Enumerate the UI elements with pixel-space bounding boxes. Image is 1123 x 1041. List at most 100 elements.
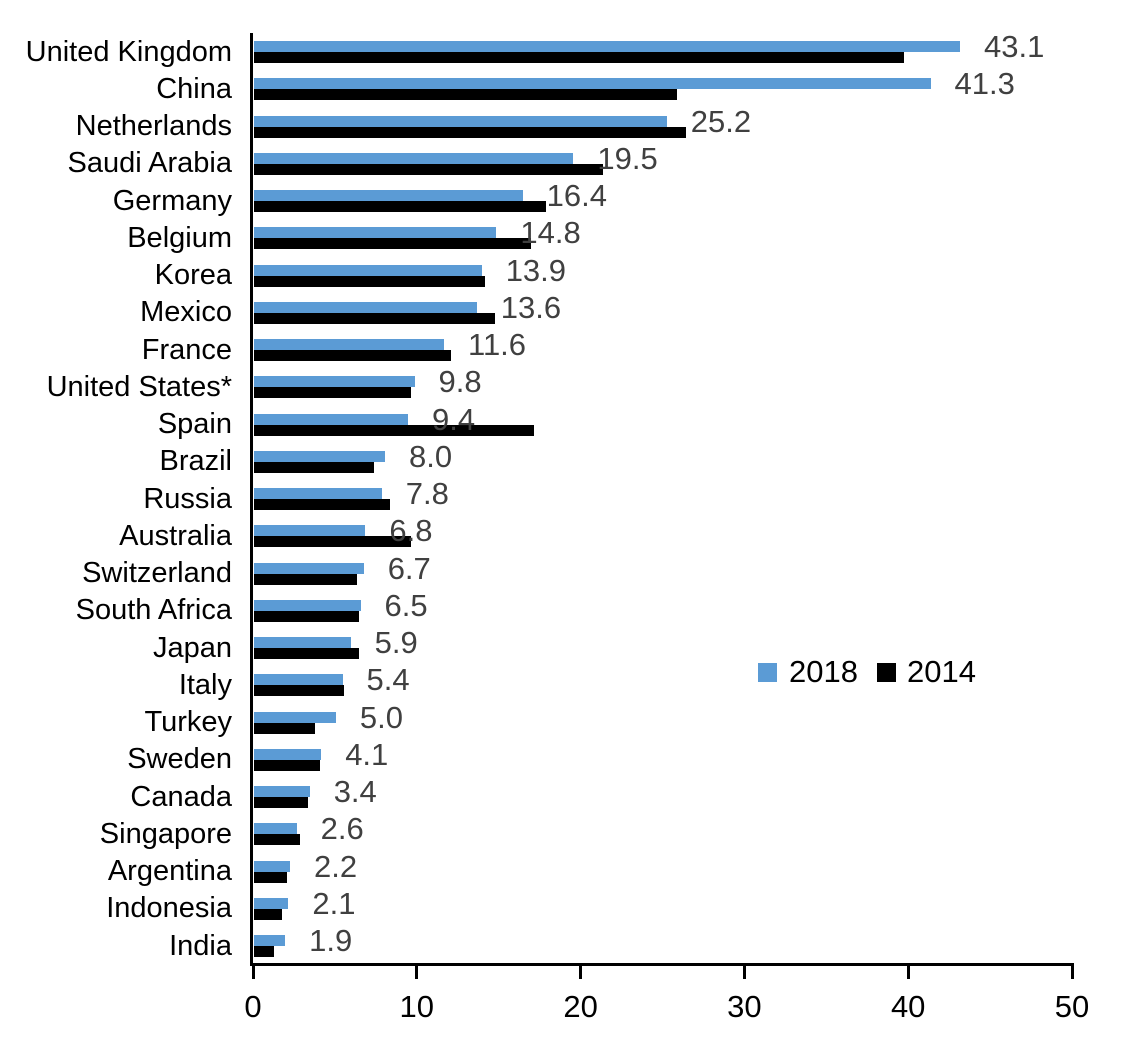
value-label-netherlands: 25.2 [690,103,752,139]
category-label-china: China [156,72,232,105]
y-axis-line [250,33,253,966]
x-tick-label-30: 30 [727,989,762,1024]
x-tick-30 [742,963,746,979]
category-label-france: France [141,333,232,366]
x-tick-label-0: 0 [244,989,262,1024]
bar-2018-australia [254,525,366,537]
category-label-turkey: Turkey [144,706,232,738]
legend-label-2018: 2018 [789,654,858,689]
bar-2018-korea [254,264,482,276]
bar-2018-indonesia [254,897,289,909]
bar-2014-netherlands [254,126,687,138]
category-label-spain: Spain [157,408,232,440]
bar-2014-mexico [254,312,495,324]
legend-swatch-2018 [758,663,777,682]
bar-2014-japan [254,648,359,659]
bar-2018-canada [254,786,310,797]
bar-2014-spain [254,424,535,436]
value-label-mexico: 13.6 [500,289,562,325]
bar-2018-germany [254,190,523,201]
value-label-south-africa: 6.5 [384,587,428,623]
bar-2018-turkey [254,711,336,723]
value-label-indonesia: 2.1 [312,885,356,921]
x-tick-40 [906,963,910,979]
bar-2014-italy [254,685,345,697]
category-label-korea: Korea [154,259,232,291]
bar-2014-russia [254,499,390,510]
category-label-singapore: Singapore [99,817,232,850]
bar-2018-india [254,935,286,946]
bar-2018-russia [254,488,382,499]
category-label-saudi-arabia: Saudi Arabia [67,147,232,180]
bar-2018-singapore [254,823,297,835]
bar-2018-argentina [254,860,290,872]
x-tick-50 [1070,963,1074,979]
bar-2014-turkey [254,722,315,734]
bar-2014-sweden [254,759,320,771]
value-label-switzerland: 6.7 [387,550,431,586]
bar-2014-germany [254,201,546,212]
bar-2014-australia [254,536,412,548]
value-label-korea: 13.9 [505,252,567,288]
category-label-sweden: Sweden [127,743,232,776]
category-label-canada: Canada [130,780,232,813]
legend-swatch-2014 [877,663,896,682]
bar-2014-argentina [254,871,287,883]
value-label-saudi-arabia: 19.5 [597,140,658,176]
category-label-japan: Japan [152,631,232,664]
value-label-india: 1.9 [309,923,353,958]
bar-2014-india [254,946,274,957]
bar-2018-italy [254,674,343,686]
bar-2014-france [254,350,451,361]
category-label-mexico: Mexico [140,296,232,329]
x-tick-label-10: 10 [399,989,435,1024]
bar-2014-switzerland [254,573,358,585]
bar-2018-mexico [254,301,477,313]
bar-2014-united-kingdom [254,52,905,63]
value-label-japan: 5.9 [374,625,418,660]
bar-2018-spain [254,413,408,425]
bar-2018-belgium [254,227,497,239]
x-tick-label-20: 20 [563,989,598,1024]
bar-2014-belgium [254,238,531,250]
category-label-germany: Germany [112,184,232,217]
bar-2018-japan [254,637,351,648]
value-label-china: 41.3 [954,66,1015,102]
bar-2018-saudi-arabia [254,152,574,164]
bar-2018-united-states [254,376,415,388]
bar-2018-france [254,339,444,350]
category-label-brazil: Brazil [159,445,232,478]
value-label-italy: 5.4 [366,662,410,698]
value-label-sweden: 4.1 [345,736,389,772]
category-label-netherlands: Netherlands [75,110,232,142]
value-label-united-states: 9.8 [438,364,482,400]
bar-2018-sweden [254,748,322,760]
value-label-spain: 9.4 [432,401,476,437]
category-label-indonesia: Indonesia [106,892,232,925]
category-label-united-kingdom: United Kingdom [25,35,232,68]
value-label-turkey: 5.0 [359,699,403,735]
bar-2014-saudi-arabia [254,163,603,175]
x-tick-label-40: 40 [890,989,926,1024]
x-tick-label-50: 50 [1054,989,1090,1024]
value-label-france: 11.6 [468,327,527,362]
value-label-australia: 6.8 [389,513,433,549]
bar-2018-switzerland [254,562,364,574]
bar-2014-brazil [254,461,374,473]
category-label-russia: Russia [143,482,232,515]
bar-2018-united-kingdom [254,41,960,52]
category-label-switzerland: Switzerland [82,557,232,589]
bar-2014-south-africa [254,610,359,622]
bar-2014-united-states [254,387,412,399]
bar-2018-netherlands [254,115,667,127]
value-label-brazil: 8.0 [409,438,453,474]
value-label-germany: 16.4 [546,178,607,213]
x-axis-line [250,963,1074,966]
x-tick-0 [251,963,255,979]
legend-label-2014: 2014 [907,654,976,689]
bar-2018-china [254,78,931,90]
bar-2014-china [254,89,677,101]
category-label-south-africa: South Africa [75,594,232,627]
x-tick-20 [579,963,583,979]
value-label-belgium: 14.8 [520,215,581,251]
